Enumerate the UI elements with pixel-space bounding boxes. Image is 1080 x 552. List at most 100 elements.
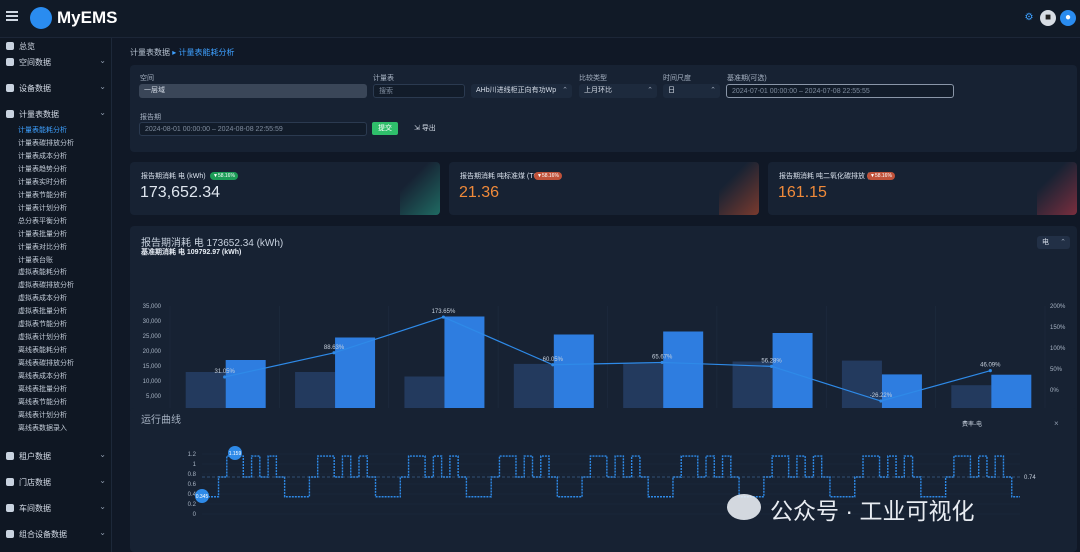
sidebar-item[interactable]: 离线表成本分析 <box>18 373 67 381</box>
ratio-point[interactable] <box>332 351 336 355</box>
breadcrumb-parent[interactable]: 计量表数据 <box>130 48 170 57</box>
y-tick-label: 30,000 <box>143 319 162 325</box>
close-icon[interactable]: × <box>1054 419 1059 428</box>
base-period-bar[interactable] <box>841 360 882 411</box>
chevron-down-icon: ⌄ <box>99 108 106 117</box>
sidebar-item[interactable]: 总分表平衡分析 <box>18 217 67 225</box>
meter-select[interactable]: AHb川进线柜正向有功Wp <box>471 84 572 98</box>
ratio-point[interactable] <box>223 375 227 379</box>
factory-icon <box>6 504 14 512</box>
sidebar-item[interactable]: 计量表成本分析 <box>18 152 67 160</box>
space-selector[interactable]: 一层域 <box>139 84 367 98</box>
submit-button[interactable]: 提交 <box>372 122 398 135</box>
sidebar-group-bottom-3[interactable]: 组合设备数据 ⌄ <box>0 528 112 542</box>
energy-type-select[interactable]: 电 <box>1037 236 1070 249</box>
sidebar-item[interactable]: 计量表节能分析 <box>18 191 67 199</box>
sidebar-group-bottom-0[interactable]: 租户数据 ⌄ <box>0 450 112 464</box>
kpi-value: 21.36 <box>459 184 500 201</box>
sidebar-item[interactable]: 计量表台账 <box>18 256 53 264</box>
sidebar-item[interactable]: 离线表节能分析 <box>18 398 67 406</box>
y2-tick-label: 50% <box>1050 367 1063 373</box>
report-period-bar[interactable] <box>991 374 1032 411</box>
sidebar-item[interactable]: 计量表批量分析 <box>18 230 67 238</box>
base-period-bar[interactable] <box>404 376 445 412</box>
run-curve-legend[interactable]: 费率-电 <box>962 420 982 428</box>
sidebar-item[interactable]: 虚拟表碳排放分析 <box>18 282 74 290</box>
sidebar-item[interactable]: 离线表批量分析 <box>18 386 67 393</box>
base-period-bar[interactable] <box>732 361 773 412</box>
store-icon <box>6 478 14 486</box>
change-badge: ▼58.16% <box>867 172 895 180</box>
base-period-bar[interactable] <box>951 385 992 411</box>
period-type-select[interactable]: 日 <box>663 84 720 98</box>
user-avatar-icon[interactable]: ● <box>1060 10 1076 26</box>
sidebar-item[interactable]: 离线表能耗分析 <box>18 347 67 355</box>
base-period-bar[interactable] <box>623 363 664 411</box>
y2-tick-label: 0% <box>1050 388 1059 394</box>
ratio-point[interactable] <box>441 315 446 319</box>
sidebar-group-bottom-2[interactable]: 车间数据 ⌄ <box>0 502 112 516</box>
base-period-bar[interactable] <box>513 363 554 411</box>
export-button[interactable]: ⇲ 导出 <box>414 123 436 133</box>
ratio-point[interactable] <box>551 363 555 367</box>
sidebar-group-1[interactable]: 空间数据 ⌄ <box>0 56 112 70</box>
sidebar-item[interactable]: 计量表实时分析 <box>18 178 67 186</box>
sidebar-item[interactable]: 离线表计划分析 <box>18 411 67 419</box>
report-period-bar[interactable] <box>663 331 704 412</box>
sidebar-item[interactable]: 虚拟表节能分析 <box>18 321 67 329</box>
sidebar-group-bottom-1[interactable]: 门店数据 ⌄ <box>0 476 112 490</box>
y2-tick-label: 150% <box>1050 325 1066 331</box>
sidebar-item[interactable]: 离线表碳排放分析 <box>18 360 74 368</box>
sidebar-item[interactable]: 计量表计划分析 <box>18 204 67 212</box>
sidebar-item[interactable]: 计量表能耗分析 <box>18 127 67 134</box>
report-period-bar[interactable] <box>881 374 922 411</box>
report-period-bar[interactable] <box>553 334 594 412</box>
wechat-logo-icon <box>727 494 761 520</box>
sidebar-item[interactable]: 计量表趋势分析 <box>18 165 67 173</box>
compare-type-select[interactable]: 上月环比 <box>579 84 657 98</box>
report-period-bar[interactable] <box>444 316 485 412</box>
ratio-label: 31.05% <box>215 369 236 375</box>
settings-icon[interactable]: ⚙ <box>1024 12 1034 23</box>
sidebar-group-3[interactable]: 计量表数据 ⌄ <box>0 108 112 122</box>
base-period-range[interactable]: 2024-07-01 00:00:00 – 2024-07-08 22:55:5… <box>726 84 954 98</box>
breadcrumb-current: 计量表能耗分析 <box>178 48 235 57</box>
y-tick-label: 5,000 <box>146 394 162 400</box>
ratio-point[interactable] <box>879 399 883 403</box>
sidebar-item[interactable]: 虚拟表计划分析 <box>18 334 67 342</box>
sidebar-item[interactable]: 离线表数据录入 <box>18 424 67 432</box>
ratio-point[interactable] <box>660 360 664 365</box>
chevron-down-icon: ⌄ <box>99 476 106 485</box>
run-curve-panel: 运行曲线 费率-电 × 0 0.2 0.4 0.6 0.8 1 1.2 0.74 1.159 0.345 <box>130 408 1077 552</box>
max-marker[interactable] <box>228 446 242 460</box>
theme-icon[interactable]: ■ <box>1040 10 1056 26</box>
sidebar-group-0[interactable]: 总览 <box>0 40 112 54</box>
min-marker[interactable] <box>195 489 209 503</box>
base-period-bar[interactable] <box>295 372 336 411</box>
sidebar-group-label: 组合设备数据 <box>19 530 67 539</box>
report-period-range[interactable]: 2024-08-01 00:00:00 – 2024-08-08 22:55:5… <box>139 122 367 136</box>
report-period-bar[interactable] <box>225 360 266 411</box>
y-tick-label: 15,000 <box>143 364 162 370</box>
sidebar-item[interactable]: 虚拟表能耗分析 <box>18 269 67 277</box>
ratio-label: 88.63% <box>324 345 345 351</box>
export-label: 导出 <box>421 125 436 132</box>
y-tick-label: 0.8 <box>188 472 197 478</box>
base-period-bar[interactable] <box>185 372 226 411</box>
y-tick-label: 25,000 <box>143 334 162 340</box>
watermark-text: 公众号 · 工业可视化 <box>770 498 975 524</box>
card-decoration <box>1037 162 1077 215</box>
ratio-line <box>224 316 991 402</box>
ratio-point[interactable] <box>769 364 774 368</box>
kpi-card: 报告期消耗 吨标准煤 (TCE) ▼58.16% 21.36 <box>449 162 759 215</box>
menu-icon[interactable] <box>6 11 18 21</box>
ratio-point[interactable] <box>988 369 992 373</box>
sidebar-item[interactable]: 计量表对比分析 <box>18 243 67 251</box>
sidebar-group-2[interactable]: 设备数据 ⌄ <box>0 82 112 96</box>
ratio-label: 56.28% <box>761 358 782 364</box>
meter-search-input[interactable]: 搜索 <box>373 84 465 98</box>
sidebar-item[interactable]: 虚拟表成本分析 <box>18 295 67 303</box>
sidebar-item[interactable]: 虚拟表批量分析 <box>18 308 67 316</box>
sidebar-item[interactable]: 计量表碳排放分析 <box>18 139 74 147</box>
report-period-bar[interactable] <box>772 333 813 411</box>
